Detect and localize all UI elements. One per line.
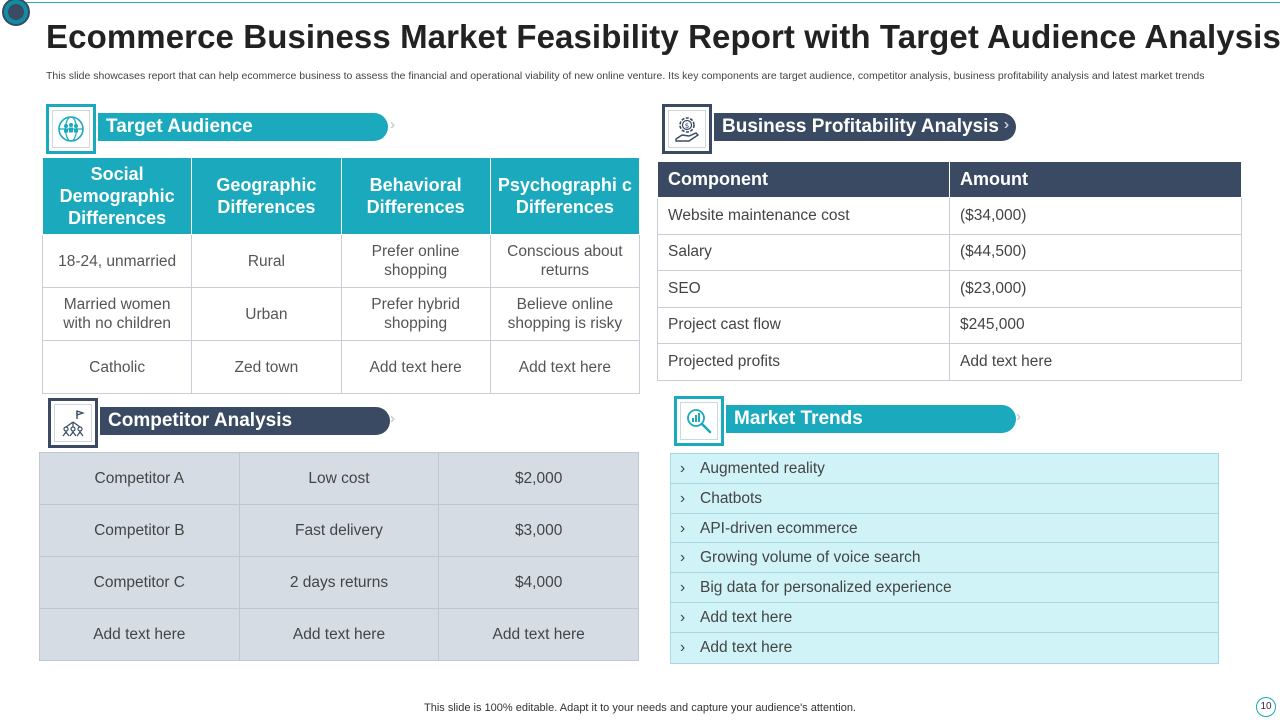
- list-item-label: Big data for personalized experience: [700, 579, 952, 597]
- competitor-table: Competitor A Low cost $2,000 Competitor …: [39, 452, 639, 661]
- table-row: Salary ($44,500): [657, 233, 1242, 271]
- table-row: Married women with no children Urban Pre…: [41, 287, 641, 341]
- target-audience-heading: Target Audience: [98, 113, 388, 141]
- table-cell: ($23,000): [949, 270, 1242, 308]
- table-cell: Prefer hybrid shopping: [340, 287, 491, 341]
- market-trends-list: › Augmented reality › Chatbots › API-driven…: [670, 453, 1219, 664]
- table-cell: 18-24, unmarried: [41, 234, 193, 288]
- table-cell: Website maintenance cost: [657, 197, 950, 235]
- table-row: Add text here Add text here Add text her…: [39, 608, 639, 661]
- table-cell: Low cost: [238, 452, 440, 505]
- target-audience-table: Social Demographic Differences Geographi…: [41, 157, 641, 394]
- dollar-gear-hand-icon: $: [662, 104, 712, 154]
- table-cell: $2,000: [438, 452, 639, 505]
- corner-circle-decoration: [2, 0, 30, 26]
- table-cell: Fast delivery: [238, 504, 440, 557]
- table-cell: $245,000: [949, 306, 1242, 344]
- list-item-label: Chatbots: [700, 489, 763, 507]
- list-item-label: Growing volume of voice search: [700, 549, 921, 567]
- competitor-header: Competitor Analysis ››››››››: [48, 398, 438, 448]
- magnifier-chart-icon: [674, 396, 724, 446]
- list-item-label: API-driven ecommerce: [700, 519, 858, 537]
- table-cell: Believe online shopping is risky: [489, 287, 641, 341]
- column-header: Psychographi c Differences: [489, 157, 641, 235]
- table-cell: Add text here: [238, 608, 440, 661]
- table-row: SEO ($23,000): [657, 270, 1242, 308]
- table-cell: Add text here: [489, 340, 641, 394]
- chevron-right-icon: ›: [680, 460, 686, 477]
- list-item: › Augmented reality: [671, 454, 1218, 484]
- slide-title: Ecommerce Business Market Feasibility Re…: [46, 18, 1280, 55]
- table-cell: Project cast flow: [657, 306, 950, 344]
- table-cell: Zed town: [191, 340, 342, 394]
- table-header-row: Social Demographic Differences Geographi…: [41, 157, 641, 235]
- table-cell: Married women with no children: [41, 287, 193, 341]
- table-cell: Catholic: [41, 340, 193, 394]
- table-row: Project cast flow $245,000: [657, 306, 1242, 344]
- chevron-right-icon: ›: [680, 519, 686, 537]
- profitability-header: $ Business Profitability Analysis ››››››…: [662, 104, 1052, 154]
- table-cell: Competitor B: [39, 504, 240, 557]
- table-cell: Salary: [657, 233, 950, 271]
- slide-subtitle: This slide showcases report that can hel…: [46, 70, 1205, 82]
- people-globe-icon: [46, 104, 96, 154]
- list-item-label: Augmented reality: [700, 460, 825, 477]
- table-cell: ($44,500): [949, 233, 1242, 271]
- strategy-team-icon: [48, 398, 98, 448]
- table-cell: Add text here: [438, 608, 639, 661]
- column-header: Behavioral Differences: [340, 157, 491, 235]
- list-item: › API-driven ecommerce: [671, 514, 1218, 544]
- table-row: 18-24, unmarried Rural Prefer online sho…: [41, 234, 641, 288]
- table-cell: Prefer online shopping: [340, 234, 491, 288]
- column-header: Geographic Differences: [191, 157, 342, 235]
- table-cell: Competitor A: [39, 452, 240, 505]
- chevron-right-icon: ›: [680, 489, 686, 507]
- profitability-heading: Business Profitability Analysis: [714, 113, 1016, 141]
- market-trends-header: Market Trends ››››››››: [674, 396, 1064, 446]
- list-item: › Growing volume of voice search: [671, 543, 1218, 574]
- table-cell: Add text here: [340, 340, 491, 394]
- column-header: Amount: [949, 161, 1242, 198]
- chevron-right-icon: ›: [680, 579, 686, 597]
- list-item: › Chatbots: [671, 484, 1218, 514]
- table-cell: Urban: [191, 287, 342, 341]
- list-item: › Big data for personalized experience: [671, 573, 1218, 603]
- chevron-right-icon: ›: [680, 549, 686, 567]
- table-cell: $4,000: [438, 556, 639, 609]
- table-cell: Projected profits: [657, 343, 950, 381]
- target-audience-header: Target Audience ››››››››: [46, 104, 436, 154]
- table-row: Catholic Zed town Add text here Add text…: [41, 340, 641, 394]
- page-number: 10: [1256, 697, 1276, 717]
- list-item-label: Add text here: [700, 608, 793, 626]
- list-item: › Add text here: [671, 603, 1218, 633]
- table-header-row: Component Amount: [657, 161, 1242, 198]
- table-cell: Rural: [191, 234, 342, 288]
- table-row: Projected profits Add text here: [657, 343, 1242, 381]
- market-trends-heading: Market Trends: [726, 405, 1016, 433]
- profitability-table: Component Amount Website maintenance cos…: [657, 161, 1242, 381]
- table-row: Competitor A Low cost $2,000: [39, 452, 639, 505]
- table-cell: Add text here: [949, 343, 1242, 381]
- chevron-right-icon: ›: [680, 638, 686, 656]
- slide-footer: This slide is 100% editable. Adapt it to…: [424, 702, 856, 714]
- table-row: Competitor B Fast delivery $3,000: [39, 504, 639, 557]
- column-header: Social Demographic Differences: [41, 157, 193, 235]
- column-header: Component: [657, 161, 950, 198]
- top-rule: [20, 2, 1280, 3]
- table-cell: Add text here: [39, 608, 240, 661]
- svg-text:$: $: [685, 122, 689, 130]
- table-cell: 2 days returns: [238, 556, 440, 609]
- table-cell: ($34,000): [949, 197, 1242, 235]
- table-cell: $3,000: [438, 504, 639, 557]
- list-item: › Add text here: [671, 633, 1218, 663]
- table-row: Website maintenance cost ($34,000): [657, 197, 1242, 235]
- list-item-label: Add text here: [700, 638, 793, 656]
- table-cell: Competitor C: [39, 556, 240, 609]
- table-row: Competitor C 2 days returns $4,000: [39, 556, 639, 609]
- competitor-heading: Competitor Analysis: [100, 407, 390, 435]
- table-cell: SEO: [657, 270, 950, 308]
- table-cell: Conscious about returns: [489, 234, 641, 288]
- chevron-right-icon: ›: [680, 608, 686, 626]
